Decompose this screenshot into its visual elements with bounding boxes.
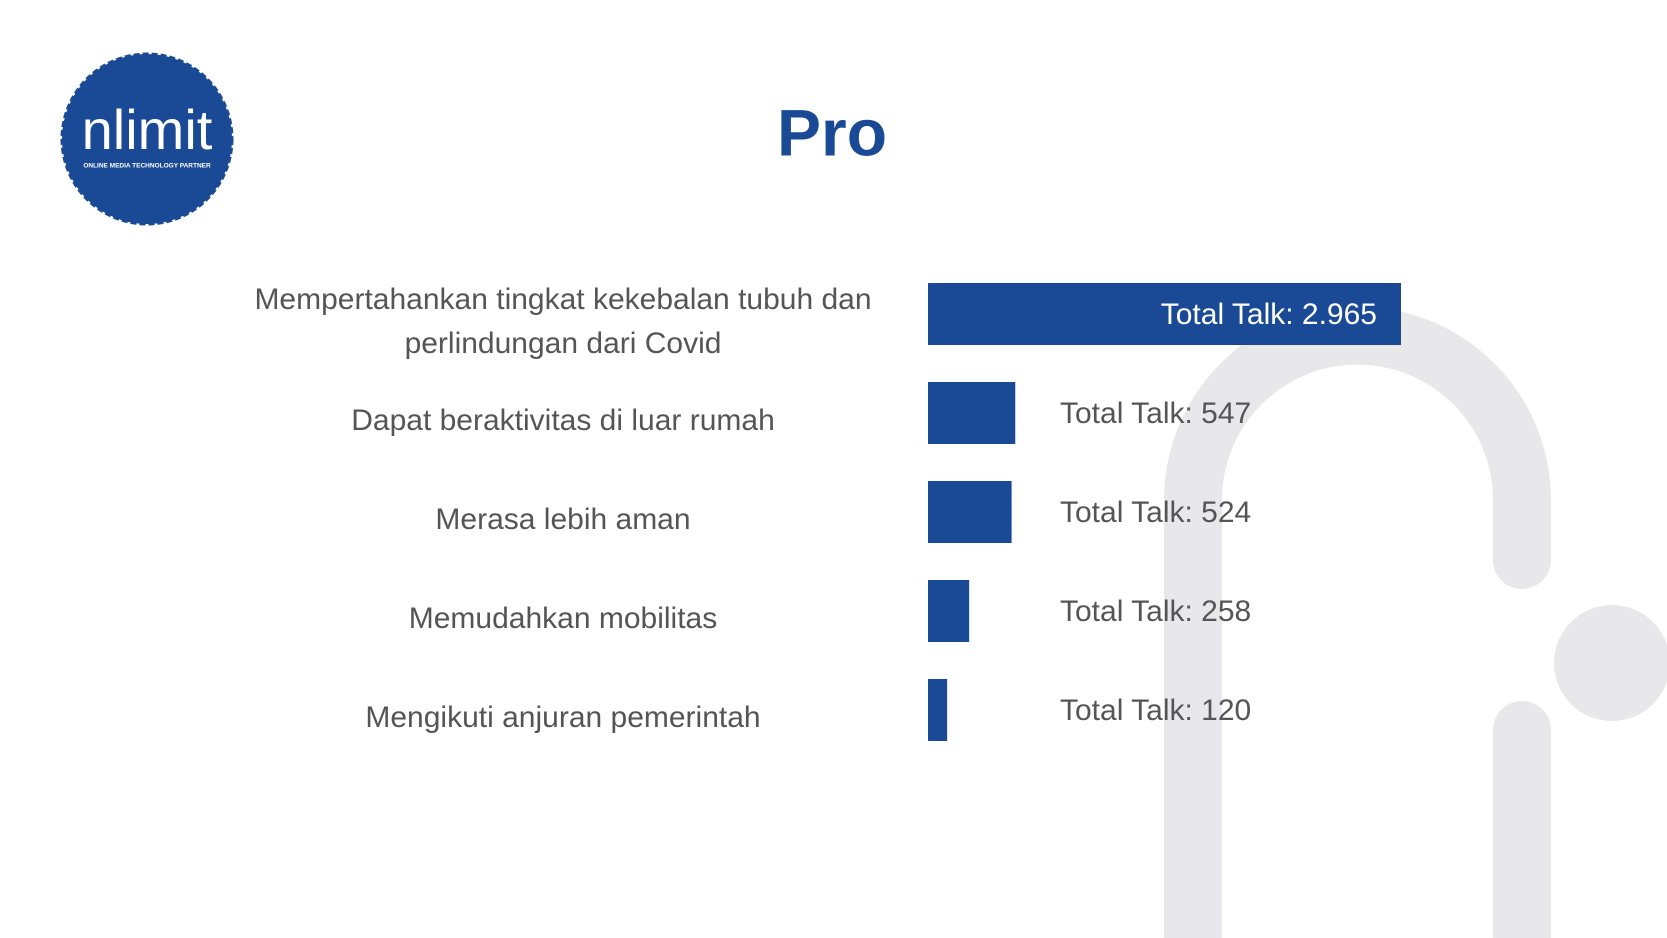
category-label: Merasa lebih aman [435,503,691,536]
bar [928,481,1012,543]
decor-dot [1554,605,1667,721]
logo-name: nlimit [82,98,213,161]
bar [928,580,970,642]
bar [928,382,1016,444]
chart-title: Pro [777,95,887,169]
logo-circle [60,52,234,226]
value-label: Total Talk: 524 [1060,496,1251,529]
bar [928,283,1401,345]
category-label: Dapat beraktivitas di luar rumah [351,404,775,437]
category-label: Mempertahankan tingkat kekebalan tubuh d… [254,283,872,360]
value-label: Total Talk: 2.965 [1161,298,1377,331]
logo-tagline: ONLINE MEDIA TECHNOLOGY PARTNER [83,163,211,170]
category-label: Mengikuti anjuran pemerintah [365,701,761,734]
category-label: Memudahkan mobilitas [408,602,718,635]
value-label: Total Talk: 547 [1060,397,1251,430]
bar [928,679,948,741]
value-label: Total Talk: 120 [1060,694,1251,727]
value-label: Total Talk: 258 [1060,595,1251,628]
